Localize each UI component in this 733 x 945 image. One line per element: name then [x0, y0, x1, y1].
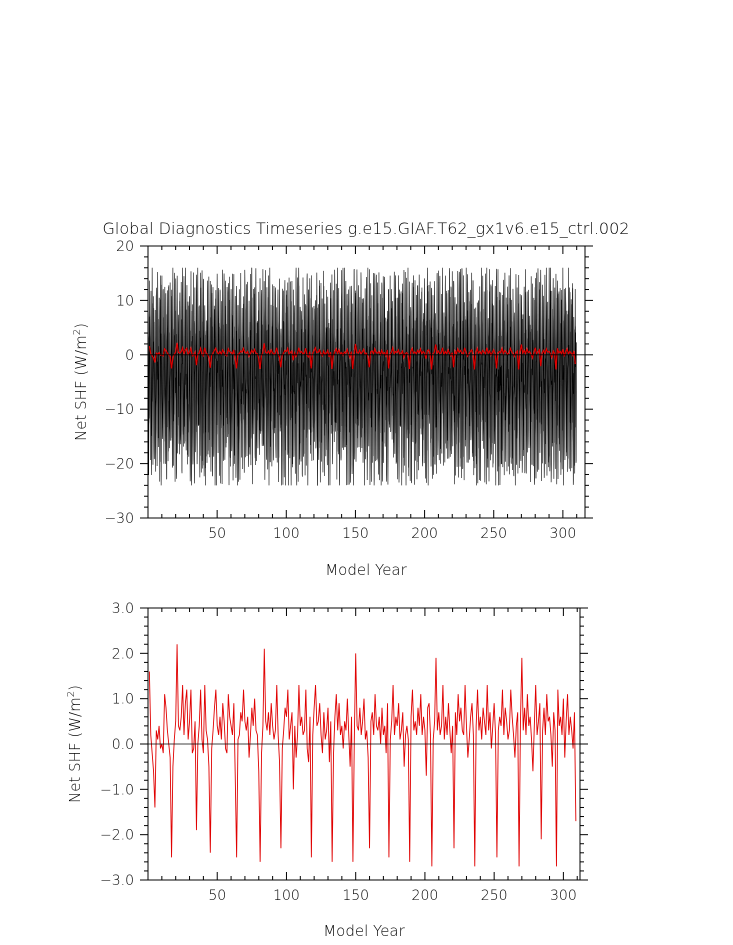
x-tick-label: 50	[208, 526, 226, 542]
top-x-axis-label: Model Year	[325, 561, 407, 579]
annual-mean-line	[148, 342, 576, 370]
bottom-plot-data	[148, 644, 577, 867]
y-tick-label: 2.0	[112, 646, 134, 662]
x-tick-label: 250	[481, 888, 508, 904]
monthly-series-line	[147, 267, 577, 486]
bottom-plot-frame	[147, 607, 581, 881]
top-plot-data	[147, 267, 577, 486]
x-tick-label: 100	[273, 526, 300, 542]
y-tick-label: −2.0	[100, 828, 134, 844]
x-tick-label: 100	[273, 888, 300, 904]
top-y-label-sup: 2	[72, 329, 83, 335]
x-tick-label: 300	[550, 888, 577, 904]
bottom-plot-axes: 50 100 150 200 250 300 −3.0 −2.0 −1.0 0.0 1.0 2.0 3.…	[100, 601, 588, 904]
y-tick-label: −30	[104, 511, 134, 527]
top-y-label-main: Net SHF (W/m	[72, 335, 90, 441]
y-tick-label: −3.0	[100, 873, 134, 889]
x-tick-label: 300	[550, 526, 577, 542]
y-tick-label: 1.0	[112, 692, 134, 708]
top-y-label-close: )	[72, 323, 90, 329]
y-tick-label: −1.0	[100, 782, 134, 798]
annual-mean-series-line	[148, 644, 577, 867]
y-tick-label: 10	[116, 293, 134, 309]
y-tick-label: 0.0	[112, 737, 134, 753]
top-plot-frame	[147, 245, 586, 519]
x-tick-label: 50	[208, 888, 226, 904]
y-tick-label: −20	[104, 457, 134, 473]
y-tick-label: 20	[116, 239, 134, 255]
y-tick-label: 3.0	[112, 601, 134, 617]
bottom-y-label-main: Net SHF (W/m	[66, 697, 84, 803]
chart-title: Global Diagnostics Timeseries g.e15.GIAF…	[103, 219, 630, 238]
bottom-y-axis-label: Net SHF (W/m2)	[66, 685, 84, 803]
x-tick-label: 150	[342, 526, 369, 542]
y-tick-label: 0	[125, 348, 134, 364]
x-tick-label: 150	[342, 888, 369, 904]
bottom-y-label-close: )	[66, 685, 84, 691]
bottom-panel: 50 100 150 200 250 300 −3.0 −2.0 −1.0 0.0 1.0 2.0 3.…	[66, 601, 588, 940]
top-panel: 50 100 150 200 250 300 −30 −20 −10 0 10 20 Model Ye…	[72, 239, 593, 579]
bottom-x-axis-label: Model Year	[323, 922, 405, 940]
top-plot-axes: 50 100 150 200 250 300 −30 −20 −10 0 10 20	[104, 239, 593, 542]
x-tick-label: 200	[412, 888, 439, 904]
y-tick-label: −10	[104, 402, 134, 418]
top-y-axis-label: Net SHF (W/m2)	[72, 323, 90, 441]
bottom-y-label-sup: 2	[66, 691, 77, 697]
x-tick-label: 250	[480, 526, 507, 542]
x-tick-label: 200	[411, 526, 438, 542]
